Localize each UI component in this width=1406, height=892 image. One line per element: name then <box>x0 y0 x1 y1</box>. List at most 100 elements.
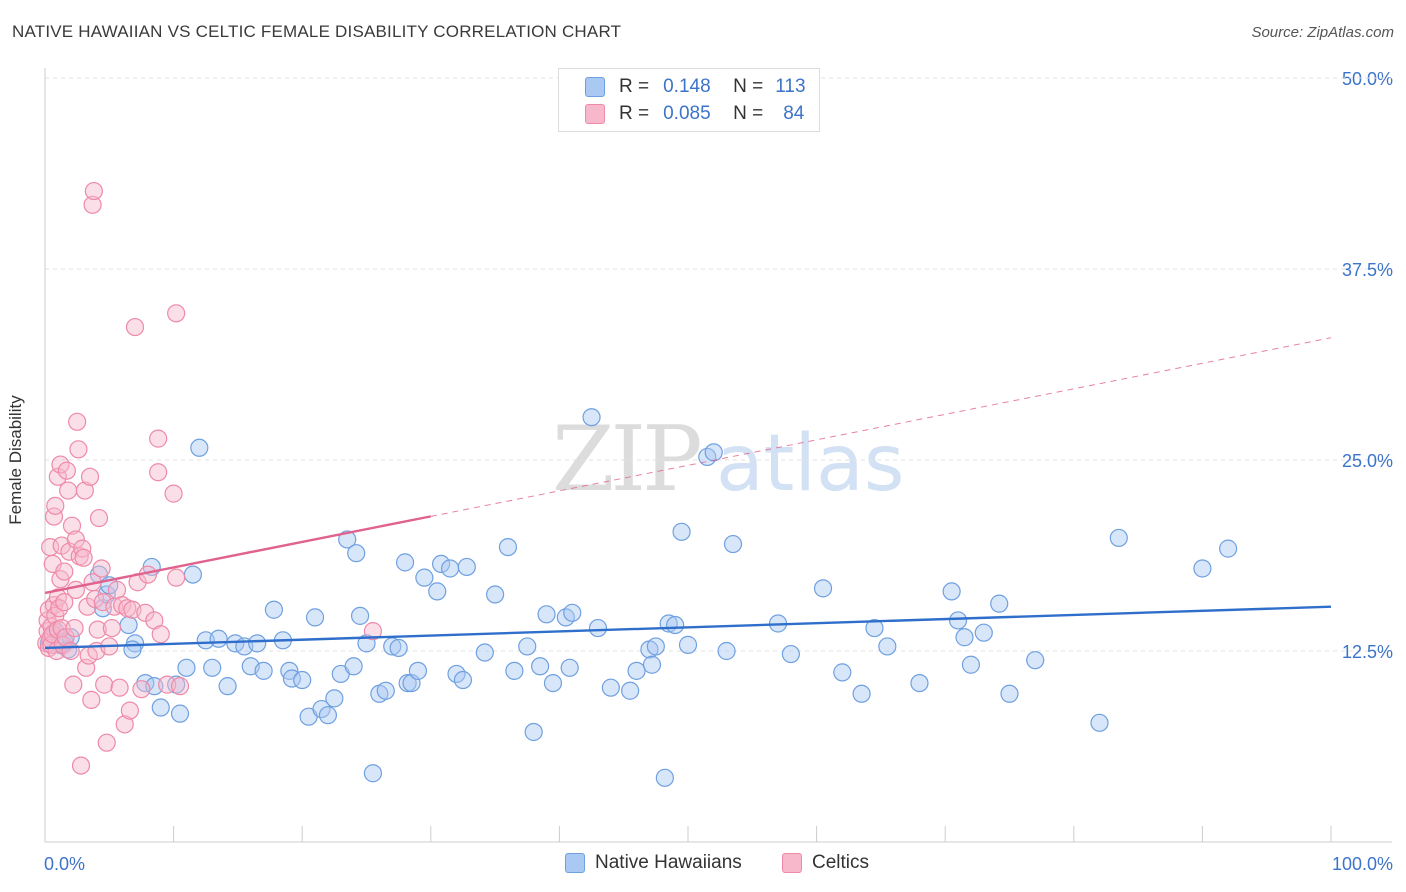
native-hawaiian-point <box>621 681 640 700</box>
source-label: Source: ZipAtlas.com <box>1251 24 1394 41</box>
native-hawaiian-point <box>475 643 494 662</box>
legend-n-label: N = <box>733 103 764 124</box>
celtic-point <box>55 593 74 612</box>
x-tick-label-min: 0.0% <box>44 854 85 874</box>
legend-item-celtics[interactable]: Celtics <box>782 852 869 874</box>
celtic-point <box>65 618 84 638</box>
native-hawaiian-point <box>457 557 476 577</box>
native-hawaiian-point <box>203 658 222 677</box>
native-hawaiian-point <box>486 585 505 604</box>
native-hawaiian-point <box>813 579 833 598</box>
native-hawaiian-point <box>344 657 363 676</box>
native-hawaiian-point <box>974 623 993 642</box>
native-hawaiian-point <box>878 637 897 656</box>
native-hawaiian-point <box>955 628 974 647</box>
legend-n-value: 84 <box>783 103 805 124</box>
celtic-point <box>95 675 114 694</box>
legend-item-native-hawaiians[interactable]: Native Hawaiians <box>565 852 742 874</box>
native-hawaiian-point <box>218 677 237 696</box>
native-hawaiian-point <box>833 663 852 682</box>
celtic-point <box>89 508 109 528</box>
legend-n-value: 113 <box>775 76 806 97</box>
legend-r-label: R = <box>619 103 650 124</box>
celtic-point <box>83 195 102 214</box>
chart-title: NATIVE HAWAIIAN VS CELTIC FEMALE DISABIL… <box>12 22 622 41</box>
native-hawaiian-point <box>781 644 800 664</box>
native-hawaiian-point <box>642 655 662 674</box>
legend-swatch-blue <box>565 853 585 873</box>
celtic-point <box>69 440 88 459</box>
legend-label: Native Hawaiians <box>595 852 742 873</box>
native-hawaiian-point <box>431 554 451 574</box>
native-hawaiian-point <box>254 661 273 680</box>
native-hawaiian-point <box>852 684 871 703</box>
native-hawaiian-point <box>717 641 736 661</box>
native-hawaiian-point <box>119 615 138 635</box>
celtic-point <box>363 622 383 641</box>
celtic-point <box>170 677 190 696</box>
legend-row-native-hawaiians: R = 0.148 N = 113 <box>585 75 806 99</box>
native-hawaiian-point <box>588 618 608 638</box>
celtic-point <box>93 593 112 612</box>
celtic-point <box>102 618 121 638</box>
native-hawaiian-point <box>415 568 434 587</box>
celtic-point <box>66 580 85 599</box>
legend-row-celtics: R = 0.085 N = 84 <box>585 102 804 126</box>
native-hawaiian-point <box>563 603 582 622</box>
native-hawaiian-point <box>264 600 284 619</box>
native-hawaiian-point <box>1026 651 1045 670</box>
native-hawaiian-point <box>363 764 383 783</box>
celtic-point <box>167 568 186 587</box>
celtic-point <box>62 516 82 535</box>
celtic-point <box>59 481 78 500</box>
native-hawaiian-point <box>440 559 460 578</box>
trend-line-celtics <box>44 515 432 595</box>
native-hawaiian-point <box>601 678 620 697</box>
native-hawaiian-point <box>170 704 190 723</box>
legend-r-value: 0.148 <box>663 76 711 97</box>
native-hawaiian-point <box>646 637 665 656</box>
native-hawaiian-point <box>948 611 968 630</box>
series-legend: Native Hawaiians Celtics <box>0 852 1406 878</box>
native-hawaiian-point <box>655 768 674 787</box>
native-hawaiian-point <box>678 635 698 654</box>
native-hawaiian-point <box>865 618 884 638</box>
native-hawaiian-point <box>531 657 550 676</box>
celtic-point <box>46 496 65 515</box>
native-hawaiian-point <box>318 706 338 725</box>
native-hawaiian-point <box>347 544 366 563</box>
celtic-point <box>61 641 80 661</box>
celtic-point <box>97 733 116 752</box>
native-hawaiian-point <box>398 673 417 693</box>
native-hawaiian-point <box>183 565 202 584</box>
y-tick-label: 37.5% <box>1342 260 1393 280</box>
native-hawaiian-point <box>389 638 408 658</box>
celtic-point <box>82 690 101 709</box>
celtic-point <box>113 596 132 615</box>
legend-n-label: N = <box>733 76 764 97</box>
native-hawaiian-point <box>395 553 415 572</box>
celtic-point <box>120 701 139 720</box>
celtic-point <box>80 467 100 486</box>
native-hawaiian-point <box>177 658 196 677</box>
x-tick-label-max: 100.0% <box>1332 854 1393 874</box>
native-hawaiian-point <box>961 655 981 674</box>
celtic-point <box>68 412 87 431</box>
watermark-atlas: atlas <box>716 419 905 509</box>
native-hawaiian-point <box>428 582 447 601</box>
native-hawaiian-point <box>1219 539 1238 558</box>
celtic-point <box>64 675 83 694</box>
y-tick-label: 50.0% <box>1342 69 1393 89</box>
celtic-point <box>107 580 127 599</box>
celtic-point <box>115 715 134 734</box>
native-hawaiian-point <box>942 582 961 601</box>
native-hawaiian-point <box>123 640 142 659</box>
celtic-point <box>164 484 183 503</box>
celtic-point <box>125 317 145 337</box>
native-hawaiian-point <box>582 408 601 427</box>
native-hawaiian-point <box>1000 684 1019 703</box>
native-hawaiian-point <box>376 681 395 700</box>
native-hawaiian-point <box>543 673 563 693</box>
legend-label: Celtics <box>812 852 870 873</box>
